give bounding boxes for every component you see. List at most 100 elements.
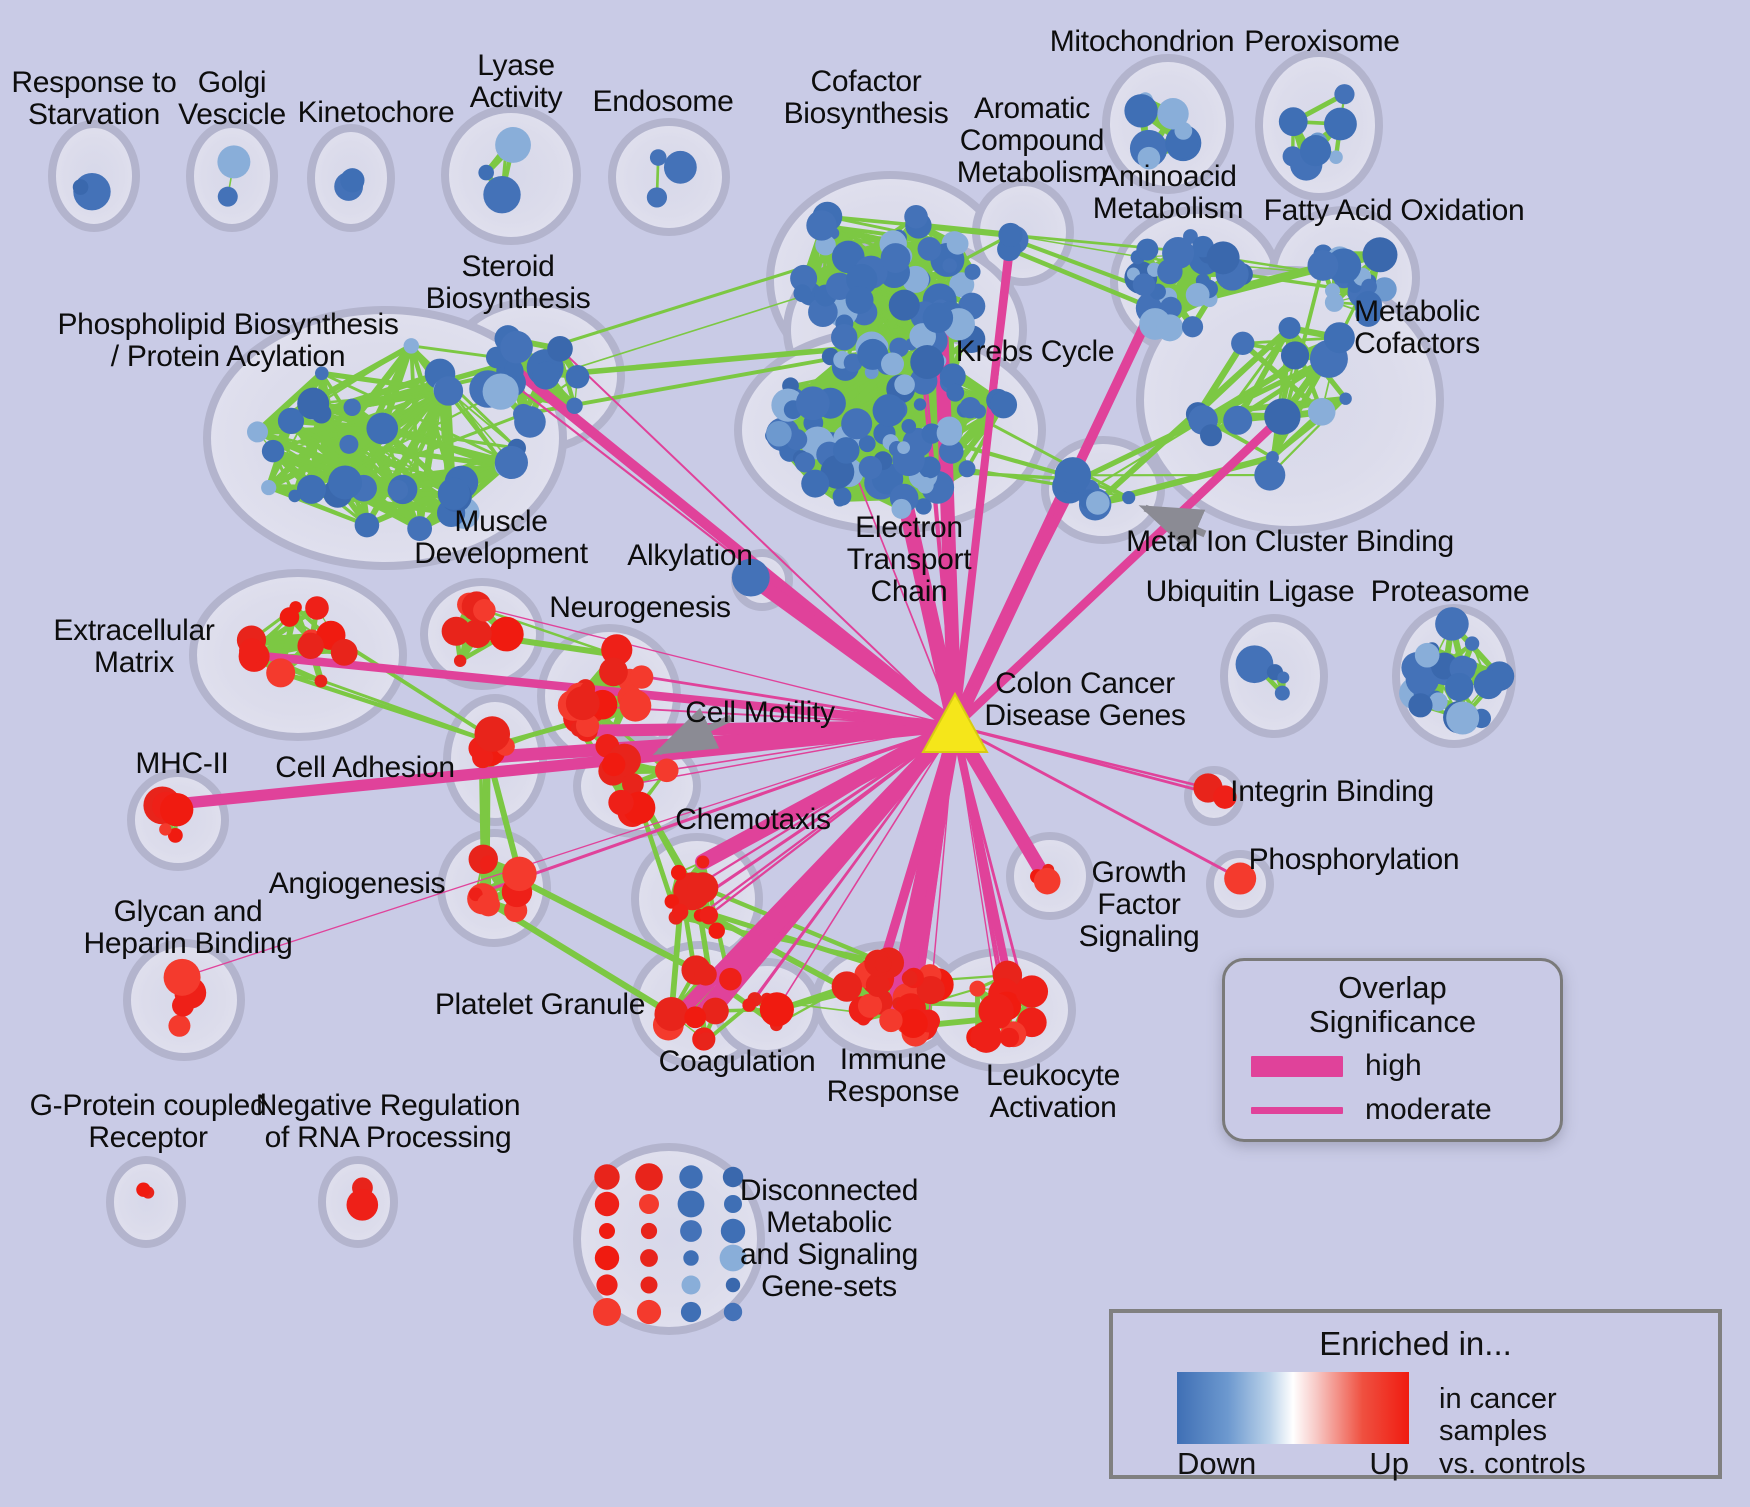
gene-set-node[interactable]: [841, 408, 873, 440]
gene-set-node[interactable]: [504, 359, 523, 378]
gene-set-node[interactable]: [636, 1299, 662, 1325]
gene-set-node[interactable]: [872, 394, 906, 427]
gene-set-node[interactable]: [1223, 405, 1253, 435]
gene-set-node[interactable]: [163, 958, 201, 996]
gene-set-node[interactable]: [261, 479, 277, 496]
gene-set-node[interactable]: [1324, 292, 1344, 312]
gene-set-node[interactable]: [1122, 490, 1136, 505]
gene-set-node[interactable]: [874, 955, 892, 973]
gene-set-node[interactable]: [646, 187, 668, 208]
gene-set-node[interactable]: [305, 596, 329, 620]
gene-set-node[interactable]: [1324, 107, 1357, 141]
gene-set-node[interactable]: [694, 963, 717, 986]
gene-set-node[interactable]: [500, 330, 533, 364]
gene-set-node[interactable]: [680, 1220, 702, 1242]
gene-set-node[interactable]: [1132, 273, 1156, 297]
gene-set-node[interactable]: [480, 855, 497, 872]
gene-set-node[interactable]: [594, 1191, 620, 1217]
gene-set-node[interactable]: [565, 686, 600, 721]
gene-set-node[interactable]: [601, 752, 626, 777]
gene-set-node[interactable]: [277, 407, 305, 435]
gene-set-node[interactable]: [72, 179, 89, 195]
gene-set-node[interactable]: [759, 992, 794, 1027]
gene-set-node[interactable]: [1181, 316, 1204, 338]
gene-set-node[interactable]: [913, 398, 927, 411]
gene-set-node[interactable]: [670, 864, 687, 881]
gene-set-node[interactable]: [1277, 671, 1290, 684]
gene-set-node[interactable]: [915, 498, 932, 515]
gene-set-node[interactable]: [936, 420, 963, 446]
gene-set-node[interactable]: [339, 434, 359, 454]
gene-set-node[interactable]: [795, 386, 830, 421]
gene-set-node[interactable]: [343, 398, 361, 416]
gene-set-node[interactable]: [565, 364, 590, 389]
gene-set-node[interactable]: [599, 1223, 615, 1239]
gene-set-node[interactable]: [865, 972, 890, 997]
gene-set-node[interactable]: [482, 373, 519, 410]
gene-set-node[interactable]: [1156, 314, 1184, 342]
gene-set-node[interactable]: [619, 689, 652, 722]
gene-set-node[interactable]: [346, 1189, 379, 1221]
gene-set-node[interactable]: [684, 1006, 707, 1029]
gene-set-node[interactable]: [596, 1274, 618, 1296]
gene-set-node[interactable]: [594, 1245, 620, 1271]
gene-set-node[interactable]: [942, 258, 957, 273]
gene-set-node[interactable]: [621, 773, 644, 795]
gene-set-node[interactable]: [766, 420, 792, 447]
gene-set-node[interactable]: [495, 127, 531, 163]
gene-set-node[interactable]: [1361, 278, 1377, 295]
gene-set-node[interactable]: [897, 441, 911, 454]
gene-set-node[interactable]: [999, 1027, 1020, 1048]
gene-set-node[interactable]: [340, 168, 365, 193]
gene-set-node[interactable]: [566, 397, 583, 415]
gene-set-node[interactable]: [959, 397, 981, 419]
gene-set-node[interactable]: [845, 285, 874, 314]
gene-set-node[interactable]: [261, 439, 285, 463]
gene-set-node[interactable]: [172, 994, 195, 1017]
gene-set-node[interactable]: [1307, 398, 1336, 426]
gene-set-node[interactable]: [167, 827, 183, 843]
gene-set-node[interactable]: [677, 1190, 705, 1218]
gene-set-node[interactable]: [742, 998, 756, 1012]
gene-set-node[interactable]: [469, 887, 483, 902]
gene-set-node[interactable]: [474, 716, 511, 752]
gene-set-node[interactable]: [910, 345, 945, 380]
gene-set-node[interactable]: [654, 758, 679, 783]
gene-set-node[interactable]: [547, 335, 573, 362]
gene-set-node[interactable]: [266, 658, 296, 688]
gene-set-node[interactable]: [629, 665, 654, 689]
gene-set-node[interactable]: [473, 599, 496, 622]
gene-set-node[interactable]: [1086, 491, 1110, 515]
gene-set-node[interactable]: [917, 477, 934, 494]
gene-set-node[interactable]: [921, 423, 942, 444]
gene-set-node[interactable]: [640, 1249, 658, 1267]
gene-set-node[interactable]: [297, 387, 330, 420]
gene-set-node[interactable]: [136, 1182, 151, 1197]
gene-set-node[interactable]: [1235, 645, 1274, 684]
gene-set-node[interactable]: [1124, 94, 1158, 128]
gene-set-node[interactable]: [687, 872, 719, 904]
gene-set-node[interactable]: [296, 474, 326, 504]
gene-set-node[interactable]: [680, 1301, 702, 1323]
gene-set-node[interactable]: [831, 971, 863, 1002]
gene-set-node[interactable]: [599, 657, 628, 687]
gene-set-node[interactable]: [1206, 241, 1240, 275]
gene-set-node[interactable]: [1428, 692, 1448, 712]
gene-set-node[interactable]: [1464, 636, 1480, 651]
gene-set-node[interactable]: [1280, 341, 1310, 370]
gene-set-node[interactable]: [478, 164, 494, 181]
gene-set-node[interactable]: [472, 746, 494, 769]
gene-set-node[interactable]: [681, 1275, 701, 1295]
gene-set-node[interactable]: [1446, 701, 1480, 735]
gene-set-node[interactable]: [288, 489, 302, 503]
gene-set-node[interactable]: [832, 486, 852, 506]
gene-set-node[interactable]: [639, 1194, 659, 1214]
gene-set-node[interactable]: [702, 997, 729, 1025]
gene-set-node[interactable]: [683, 1250, 699, 1266]
gene-set-node[interactable]: [939, 363, 966, 390]
gene-set-node[interactable]: [1362, 237, 1398, 273]
gene-set-node[interactable]: [922, 302, 954, 334]
gene-set-node[interactable]: [1162, 237, 1195, 270]
gene-set-node[interactable]: [330, 638, 358, 666]
gene-set-node[interactable]: [946, 383, 965, 402]
